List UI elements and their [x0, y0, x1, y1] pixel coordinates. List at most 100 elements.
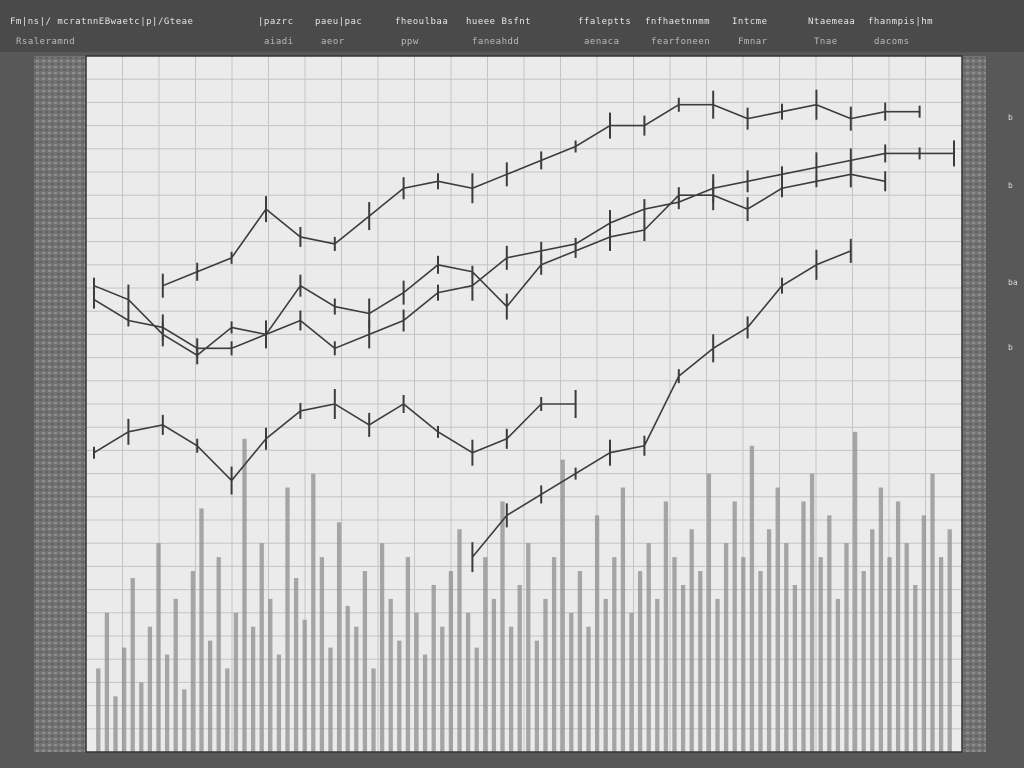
volume-bar	[732, 501, 737, 752]
volume-bar	[293, 578, 299, 752]
toolbar-menu-item[interactable]: Ntaemeaa	[808, 17, 855, 27]
volume-bar	[483, 557, 488, 752]
volume-bar	[878, 487, 884, 752]
toolbar-menu-sub: ppw	[401, 37, 419, 47]
volume-bar	[147, 626, 153, 752]
volume-bar	[379, 543, 385, 752]
toolbar-menu-sub: faneahdd	[472, 37, 519, 47]
volume-bar	[904, 543, 909, 752]
volume-bar	[182, 689, 187, 752]
volume-bar	[715, 598, 720, 752]
volume-bar	[680, 584, 686, 752]
toolbar-menu-item[interactable]: fhanmpis|hm	[868, 17, 933, 27]
toolbar-menu-item[interactable]: paeu|pac	[315, 17, 362, 27]
toolbar-menu-item[interactable]: ffaleptts	[578, 17, 631, 27]
volume-bar	[655, 598, 660, 752]
volume-bar	[319, 557, 325, 752]
volume-bar	[173, 598, 178, 752]
volume-bar	[818, 557, 823, 752]
right-axis-label: b	[1008, 181, 1013, 190]
volume-bar	[749, 445, 755, 752]
volume-bar	[500, 501, 505, 752]
toolbar-menu-item[interactable]: |pazrc	[258, 17, 294, 27]
toolbar-menu-sub: fearfoneen	[651, 37, 710, 47]
volume-bar	[405, 557, 411, 752]
volume-bar	[225, 668, 230, 752]
volume-bar	[741, 557, 746, 752]
volume-bar	[792, 584, 798, 752]
volume-bar	[629, 612, 634, 752]
volume-bar	[345, 605, 350, 752]
volume-bars	[96, 431, 952, 752]
volume-bar	[233, 612, 239, 752]
volume-bar	[947, 529, 952, 752]
right-axis-label: b	[1008, 113, 1013, 122]
volume-bar	[250, 626, 256, 752]
right-axis-label: ba	[1008, 278, 1018, 287]
volume-bar	[276, 654, 282, 752]
volume-bar	[844, 543, 849, 752]
right-axis-strip	[962, 56, 986, 752]
volume-bar	[551, 557, 557, 752]
toolbar-menu-sub: dacoms	[874, 37, 910, 47]
volume-bar	[766, 529, 772, 752]
volume-bar	[216, 557, 221, 752]
volume-bar	[689, 529, 694, 752]
volume-bar	[440, 626, 445, 752]
volume-bar	[336, 522, 342, 752]
volume-bar	[758, 571, 763, 752]
volume-bar	[698, 571, 703, 752]
toolbar-menu-sub: Fmnar	[738, 37, 768, 47]
volume-bar	[448, 571, 454, 752]
volume-bar	[465, 612, 471, 752]
volume-bar	[190, 571, 196, 752]
toolbar-menu-item[interactable]: fnfhaetnnmm	[645, 17, 710, 27]
volume-bar	[96, 668, 101, 752]
volume-bar	[526, 543, 531, 752]
volume-bar	[569, 612, 574, 752]
toolbar-menu-item[interactable]: Intcme	[732, 17, 768, 27]
volume-bar	[508, 626, 514, 752]
plot-frame	[85, 55, 963, 753]
volume-bar	[199, 508, 204, 752]
toolbar-menu-sub: aenaca	[584, 37, 620, 47]
volume-bar	[491, 598, 497, 752]
volume-bar	[242, 438, 247, 752]
volume-bar	[835, 598, 841, 752]
volume-bar	[672, 557, 677, 752]
volume-bar	[895, 501, 901, 752]
volume-bar	[913, 584, 918, 752]
volume-bar	[388, 598, 393, 752]
volume-bar	[637, 571, 643, 752]
volume-bar	[646, 543, 651, 752]
volume-bar	[603, 598, 608, 752]
volume-bar	[852, 431, 858, 752]
toolbar-menu-item[interactable]: fheoulbaa	[395, 17, 448, 27]
volume-bar	[887, 557, 892, 752]
toolbar-menu-item[interactable]: hueee Bsfnt	[466, 17, 531, 27]
toolbar-menu-item[interactable]: Fm|ns|/ mcratnnEBwaetc|p|/Gteae	[10, 17, 193, 27]
volume-bar	[560, 459, 565, 752]
toolbar-menu-sub: Rsaleramnd	[16, 37, 75, 47]
volume-bar	[921, 515, 927, 752]
toolbar-menu-sub: aeor	[321, 37, 345, 47]
right-axis-label: b	[1008, 343, 1013, 352]
volume-bar	[268, 598, 273, 752]
volume-bar	[938, 557, 944, 752]
volume-bar	[612, 557, 617, 752]
volume-bar	[207, 640, 213, 752]
volume-bar	[543, 598, 548, 752]
volume-bar	[121, 647, 127, 752]
right-axis-labels: b b ba b	[1008, 113, 1018, 352]
toolbar-menu-sub: aiadi	[264, 37, 294, 47]
volume-bar	[328, 647, 333, 752]
toolbar-menu-sub: Tnae	[814, 37, 838, 47]
volume-bar	[164, 654, 170, 752]
volume-bar	[930, 473, 935, 752]
volume-bar	[534, 640, 540, 752]
volume-bar	[397, 640, 402, 752]
series-line	[471, 250, 852, 558]
volume-bar	[139, 682, 144, 752]
volume-bar	[861, 571, 866, 752]
